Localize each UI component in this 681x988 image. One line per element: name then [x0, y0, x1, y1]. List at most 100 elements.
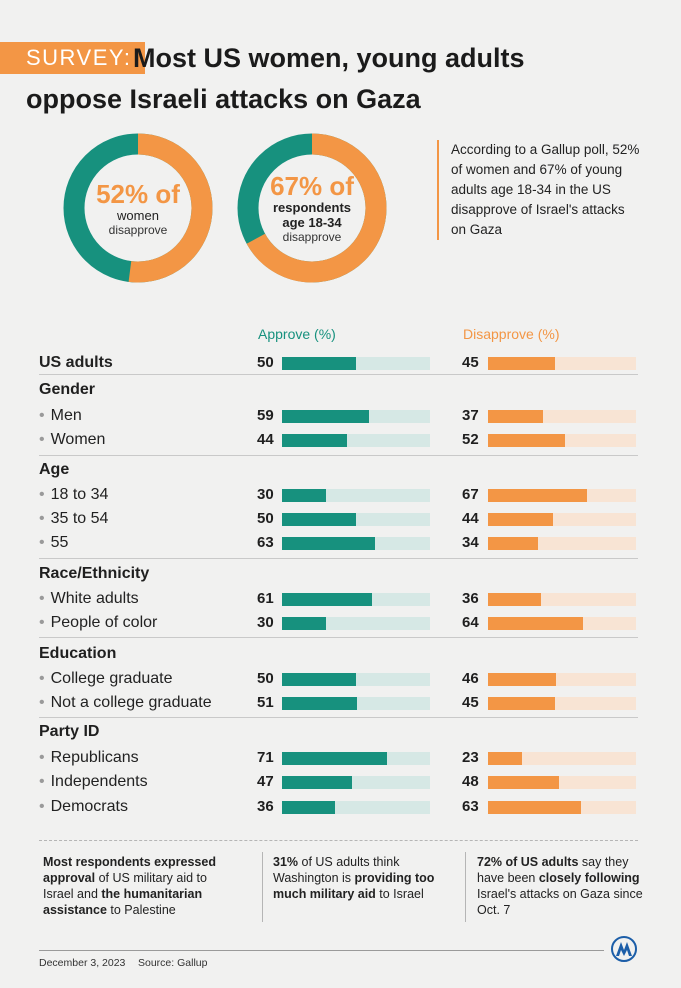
donut-young-adults-disapprove-arc: [237, 133, 387, 283]
row-label-text: Not a college graduate: [50, 694, 212, 711]
donut-young-adults-sub: disapprove: [282, 230, 342, 244]
approve-bar: [282, 513, 356, 526]
row-label: • College graduate: [39, 667, 172, 691]
approve-bar-track: [282, 513, 430, 526]
group-title-party-id: Party ID: [39, 723, 100, 740]
disapprove-value: 63: [462, 798, 479, 815]
aa-logo-icon: [610, 935, 638, 968]
approve-bar: [282, 752, 388, 765]
donut-young-adults: 67% of respondents age 18-34 disapprove: [236, 132, 388, 284]
disapprove-value: 23: [462, 749, 479, 766]
disapprove-bar: [488, 752, 523, 765]
bar-row-people-of-color: • People of color 30 64: [0, 611, 681, 635]
bullet-icon: •: [39, 407, 45, 424]
bullet-icon: •: [39, 798, 45, 815]
title-line-1: Most US women, young adults: [133, 43, 525, 73]
disapprove-bar-track: [488, 776, 636, 789]
column-header-disapprove: Disapprove (%): [463, 326, 560, 342]
disapprove-value: 46: [462, 670, 479, 687]
column-header-approve: Approve (%): [258, 326, 336, 342]
group-divider: [39, 455, 638, 456]
footnote-2-text-2: to Israel: [375, 887, 424, 901]
donut-women-percent: 52% of: [96, 178, 180, 209]
footnote-3-text-2: Israel's attacks on Gaza since Oct. 7: [477, 887, 643, 917]
donut-young-adults-label: respondents: [272, 200, 351, 215]
row-label: • White adults: [39, 587, 139, 611]
side-note: According to a Gallup poll, 52% of women…: [437, 140, 641, 240]
bar-row-35-to-54: • 35 to 54 50 44: [0, 507, 681, 531]
group-title-age: Age: [39, 461, 70, 478]
approve-value: 30: [257, 486, 274, 503]
footnote-separator: [262, 852, 263, 922]
donut-women-sub: disapprove: [108, 222, 168, 237]
disapprove-bar: [488, 537, 539, 550]
row-label: US adults: [39, 351, 113, 375]
approve-bar: [282, 593, 373, 606]
disapprove-bar-track: [488, 697, 636, 710]
approve-bar-track: [282, 593, 430, 606]
disapprove-bar: [488, 697, 555, 710]
approve-bar: [282, 617, 327, 630]
footnote-3-bold-2: closely following: [538, 871, 640, 885]
footer-line: [39, 950, 604, 951]
row-label: • People of color: [39, 611, 157, 635]
bar-row-18-to-34: • 18 to 34 30 67: [0, 483, 681, 507]
row-label: • Men: [39, 404, 82, 428]
disapprove-bar-track: [488, 537, 636, 550]
disapprove-bar: [488, 673, 557, 686]
footer-date: December 3, 2023: [39, 957, 126, 969]
approve-bar: [282, 434, 348, 447]
approve-bar: [282, 357, 356, 370]
bar-row-republicans: • Republicans 71 23: [0, 746, 681, 770]
approve-bar-track: [282, 673, 430, 686]
approve-bar: [282, 410, 370, 423]
donut-young-adults-percent: 67% of: [270, 171, 354, 201]
disapprove-value: 45: [462, 694, 479, 711]
disapprove-bar: [488, 617, 583, 630]
footnote-2-bold-2: providing too much military aid: [273, 871, 435, 901]
disapprove-value: 37: [462, 407, 479, 424]
bar-row-women: • Women 44 52: [0, 428, 681, 452]
disapprove-value: 64: [462, 614, 479, 631]
bullet-icon: •: [39, 694, 45, 711]
bullet-icon: •: [39, 670, 45, 687]
disapprove-value: 45: [462, 354, 479, 371]
approve-value: 50: [257, 670, 274, 687]
approve-bar-track: [282, 617, 430, 630]
row-label-text: Women: [50, 431, 106, 448]
bullet-icon: •: [39, 773, 45, 790]
disapprove-value: 34: [462, 534, 479, 551]
bullet-icon: •: [39, 590, 45, 607]
approve-value: 71: [257, 749, 274, 766]
disapprove-bar-track: [488, 410, 636, 423]
disapprove-bar: [488, 776, 560, 789]
bullet-icon: •: [39, 614, 45, 631]
bullet-icon: •: [39, 749, 45, 766]
disapprove-bar: [488, 593, 542, 606]
footnote-1-bold-1: Most respondents expressed approval: [43, 855, 216, 885]
disapprove-value: 48: [462, 773, 479, 790]
approve-value: 59: [257, 407, 274, 424]
approve-bar-track: [282, 801, 430, 814]
group-divider: [39, 637, 638, 638]
approve-value: 36: [257, 798, 274, 815]
bar-row-independents: • Independents 47 48: [0, 770, 681, 794]
approve-value: 30: [257, 614, 274, 631]
row-label-text: Independents: [50, 773, 148, 790]
row-label-text: US adults: [39, 354, 113, 371]
bar-row-55: • 55 63 34: [0, 531, 681, 555]
disapprove-value: 44: [462, 510, 479, 527]
donut-women-ring: [63, 133, 213, 283]
row-label: • Republicans: [39, 746, 139, 770]
footnote-divider: [39, 840, 638, 841]
row-label-text: 18 to 34: [50, 486, 109, 503]
row-label-text: People of color: [50, 614, 158, 631]
disapprove-value: 67: [462, 486, 479, 503]
approve-value: 47: [257, 773, 274, 790]
approve-value: 63: [257, 534, 274, 551]
disapprove-bar-track: [488, 357, 636, 370]
row-label: • Independents: [39, 770, 148, 794]
row-label-text: Men: [50, 407, 82, 424]
approve-bar: [282, 673, 356, 686]
row-label: • 18 to 34: [39, 483, 108, 507]
